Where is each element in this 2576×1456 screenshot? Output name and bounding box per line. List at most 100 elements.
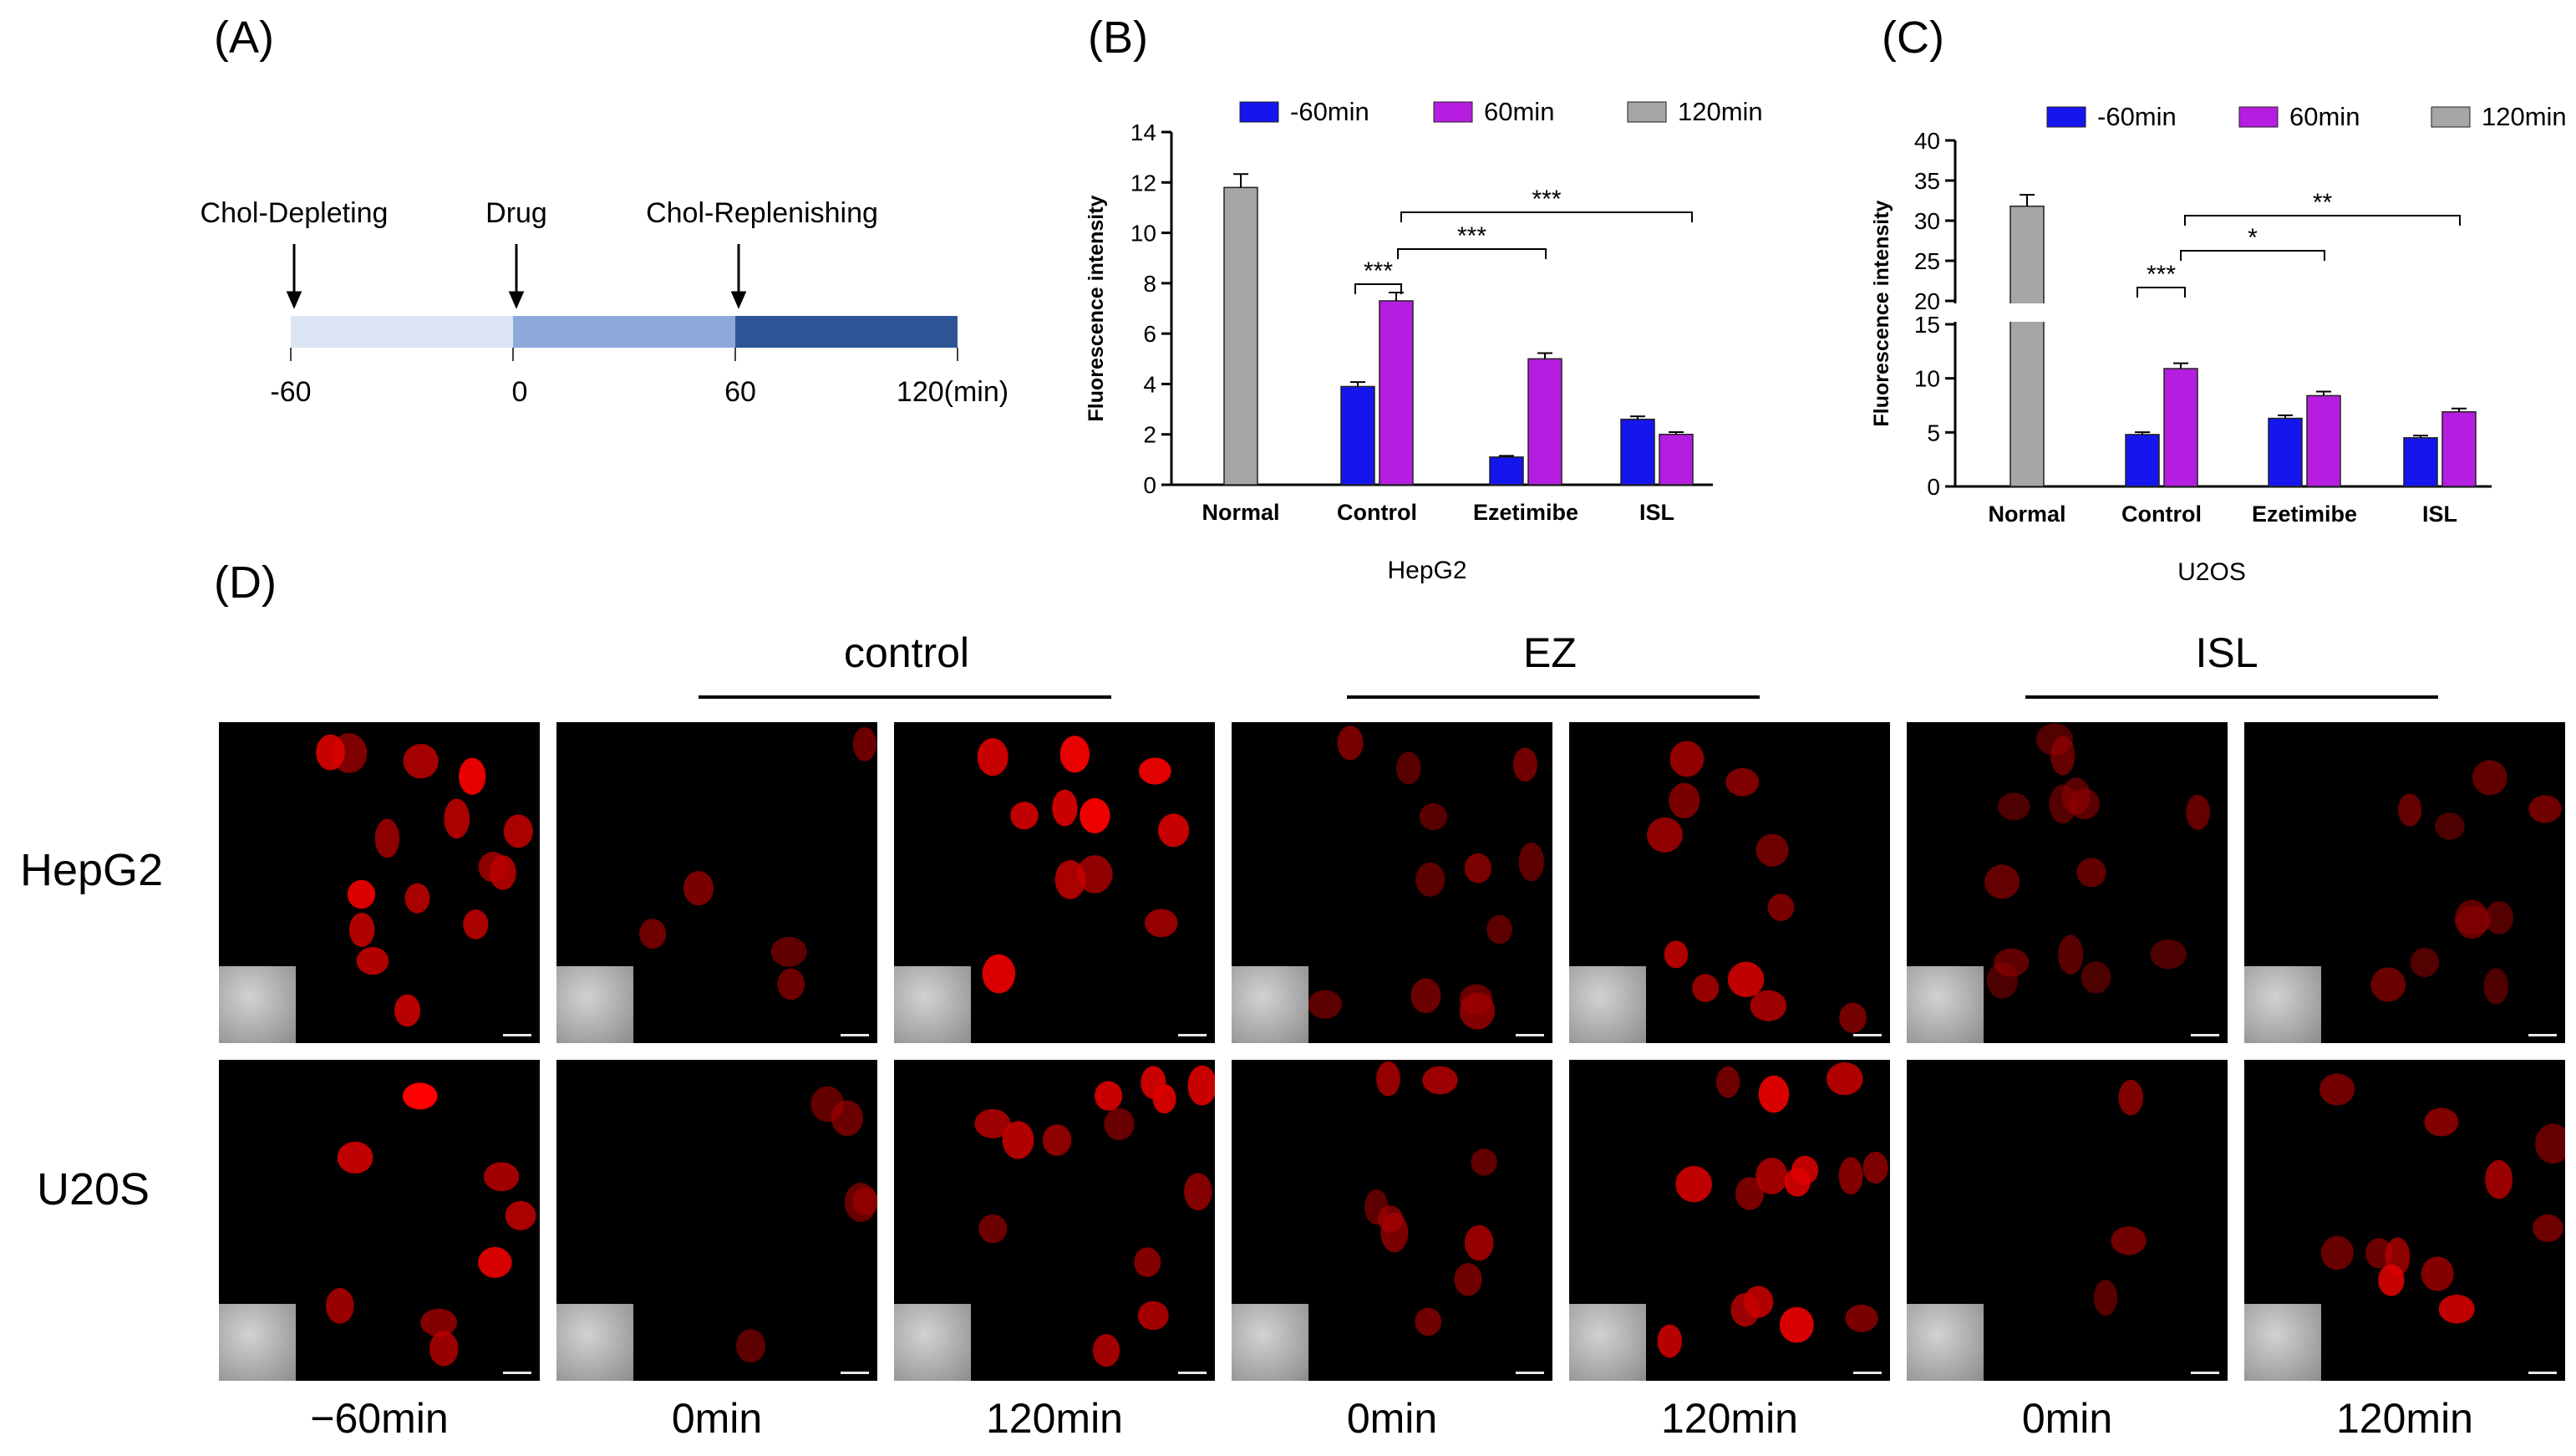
cell-nucleus xyxy=(2320,1235,2354,1270)
cell-nucleus xyxy=(1727,961,1765,998)
cell-nucleus xyxy=(459,757,486,795)
cell-nucleus xyxy=(1730,1293,1761,1327)
scale-bar xyxy=(1178,1372,1207,1374)
row-label-hepg2: HepG2 xyxy=(20,845,164,895)
cell-nucleus xyxy=(1675,1166,1713,1203)
scale-bar xyxy=(1853,1034,1882,1036)
cell-nucleus xyxy=(2435,812,2465,840)
cell-nucleus xyxy=(1669,782,1700,819)
cell-nucleus xyxy=(402,1082,438,1110)
cell-nucleus xyxy=(503,814,533,848)
legend-swatch xyxy=(2046,106,2086,128)
microscopy-image xyxy=(1907,722,2228,1043)
microscopy-image xyxy=(2244,1060,2565,1381)
scale-bar xyxy=(841,1372,869,1374)
brightfield-inset xyxy=(556,966,633,1043)
tick-label-minus60: -60 xyxy=(270,376,311,408)
significance-bracket xyxy=(1397,248,1547,259)
cell-nucleus xyxy=(1137,1301,1169,1331)
cell-nucleus xyxy=(1144,909,1178,938)
tick-label-60: 60 xyxy=(724,376,756,408)
cell-nucleus xyxy=(2093,1280,2118,1316)
scale-bar xyxy=(1178,1034,1207,1036)
cell-nucleus xyxy=(683,871,714,906)
cell-nucleus xyxy=(1419,803,1448,831)
x-tick-label: Control xyxy=(1337,500,1417,525)
y-tick-label: 15 xyxy=(1914,312,1940,338)
y-tick-label: 4 xyxy=(1143,371,1156,397)
cell-nucleus xyxy=(1512,747,1537,782)
panel-label-a: (A) xyxy=(214,13,274,63)
y-tick-label: 10 xyxy=(1914,366,1940,392)
cell-nucleus xyxy=(1422,1066,1458,1095)
x-tick-label: Normal xyxy=(1202,500,1279,525)
bar xyxy=(2163,368,2198,487)
cell-nucleus xyxy=(1141,1066,1166,1099)
cell-nucleus xyxy=(1464,1224,1494,1261)
cell-nucleus xyxy=(1750,990,1787,1021)
cell-nucleus xyxy=(831,1100,863,1137)
cell-nucleus xyxy=(982,954,1016,994)
significance-bracket xyxy=(2184,215,2461,226)
cell-nucleus xyxy=(2378,1264,2405,1296)
significance-bracket xyxy=(2137,287,2186,298)
time-label: 120min xyxy=(986,1395,1123,1442)
bar xyxy=(2268,417,2303,487)
panel-label-c: (C) xyxy=(1882,13,1944,63)
y-tick-label: 12 xyxy=(1130,170,1156,196)
cell-nucleus xyxy=(1862,1151,1888,1184)
cell-nucleus xyxy=(404,883,430,914)
cell-nucleus xyxy=(394,994,421,1027)
microscopy-image xyxy=(556,1060,877,1381)
group-line-control xyxy=(699,695,1111,699)
significance-label: *** xyxy=(1532,186,1561,213)
cell-nucleus xyxy=(484,1162,520,1192)
cell-nucleus xyxy=(1994,948,2030,977)
cell-nucleus xyxy=(1984,864,2020,899)
x-tick-label: Control xyxy=(2121,501,2202,527)
cell-nucleus xyxy=(2533,1214,2563,1242)
y-tick-label: 10 xyxy=(1130,221,1156,247)
significance-bracket xyxy=(1400,211,1693,222)
cell-nucleus xyxy=(2410,947,2440,977)
panel-label-d: (D) xyxy=(214,557,277,608)
timeline-segment-depleting xyxy=(291,316,513,348)
cell-nucleus xyxy=(1998,792,2030,821)
row-label-u20s: U20S xyxy=(37,1164,150,1214)
group-label-control: control xyxy=(843,629,970,676)
scale-bar xyxy=(503,1372,531,1374)
cell-nucleus xyxy=(2370,967,2406,1002)
y-tick-label: 2 xyxy=(1143,422,1156,448)
cell-nucleus xyxy=(1735,1177,1765,1210)
cell-nucleus xyxy=(2186,794,2210,830)
scale-bar xyxy=(2191,1034,2219,1036)
y-axis-label: Fluorescence intensity xyxy=(1870,200,1893,426)
cell-nucleus xyxy=(316,734,345,771)
cell-nucleus xyxy=(347,879,376,909)
time-label: −60min xyxy=(310,1395,449,1442)
cell-nucleus xyxy=(2485,1159,2513,1199)
time-label: 120min xyxy=(1661,1395,1798,1442)
cell-nucleus xyxy=(1077,855,1113,893)
cell-nucleus xyxy=(1755,833,1789,867)
cell-nucleus xyxy=(2076,858,2106,888)
cell-nucleus xyxy=(2424,1107,2459,1137)
cell-nucleus xyxy=(2150,939,2187,970)
brightfield-inset xyxy=(1232,966,1308,1043)
bar xyxy=(1620,418,1655,486)
cell-nucleus xyxy=(2485,901,2514,934)
cell-nucleus xyxy=(1052,789,1078,827)
cell-nucleus xyxy=(2081,961,2111,994)
cell-nucleus xyxy=(1415,1307,1442,1336)
brightfield-inset xyxy=(556,1304,633,1381)
group-label-ez: EZ xyxy=(1523,629,1577,676)
cell-nucleus xyxy=(2118,1079,2143,1116)
brightfield-inset xyxy=(1569,966,1646,1043)
time-label: 0min xyxy=(1346,1395,1438,1442)
cell-nucleus xyxy=(1692,974,1720,1002)
cell-nucleus xyxy=(1784,1168,1811,1197)
y-tick-label: 30 xyxy=(1914,208,1940,234)
cell-nucleus xyxy=(1376,1061,1400,1097)
cell-nucleus xyxy=(2535,1123,2565,1164)
